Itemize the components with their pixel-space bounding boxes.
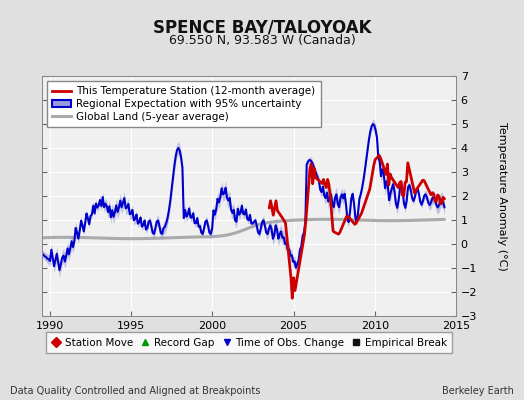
Y-axis label: Temperature Anomaly (°C): Temperature Anomaly (°C) bbox=[497, 122, 507, 270]
Text: 69.550 N, 93.583 W (Canada): 69.550 N, 93.583 W (Canada) bbox=[169, 34, 355, 47]
Text: Data Quality Controlled and Aligned at Breakpoints: Data Quality Controlled and Aligned at B… bbox=[10, 386, 261, 396]
Text: SPENCE BAY/TALOYOAK: SPENCE BAY/TALOYOAK bbox=[153, 18, 371, 36]
Legend: Station Move, Record Gap, Time of Obs. Change, Empirical Break: Station Move, Record Gap, Time of Obs. C… bbox=[46, 332, 452, 353]
Text: Berkeley Earth: Berkeley Earth bbox=[442, 386, 514, 396]
Legend: This Temperature Station (12-month average), Regional Expectation with 95% uncer: This Temperature Station (12-month avera… bbox=[47, 81, 321, 127]
